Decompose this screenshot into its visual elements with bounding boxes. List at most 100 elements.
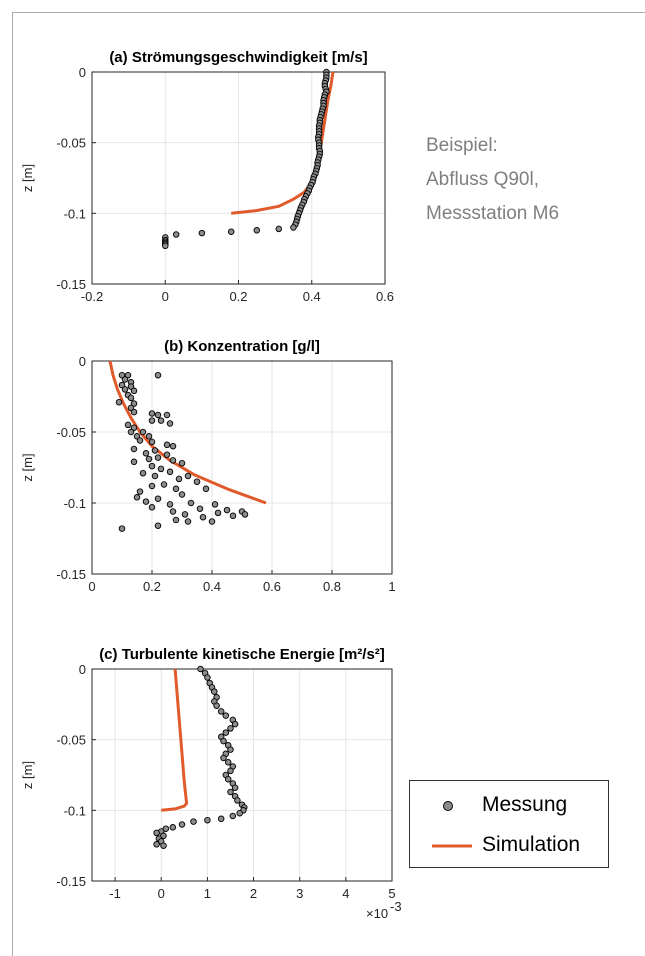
measurement-point	[169, 508, 177, 515]
annotation-line-2: Abfluss Q90l,	[426, 169, 539, 190]
annotation-line-3: Messstation M6	[426, 203, 560, 224]
measurement-point	[153, 829, 160, 837]
measurement-point	[136, 488, 144, 495]
chart-title: (b) Konzentration [g/l]	[164, 338, 320, 355]
x-axis-multiplier: ×10	[366, 906, 388, 921]
measurement-point	[202, 485, 210, 493]
x-tick-label: 0	[88, 579, 95, 594]
measurement-point	[148, 438, 156, 446]
y-tick-label: -0.15	[56, 277, 86, 292]
x-tick-label: 1	[204, 886, 211, 901]
chart-title: (a) Strömungsgeschwindigkeit [m/s]	[109, 49, 367, 66]
y-axis-label: z [m]	[20, 761, 35, 789]
measurement-point	[145, 433, 153, 440]
simulation-line	[161, 668, 189, 812]
x-tick-label: 4	[342, 886, 349, 901]
measurement-point	[198, 229, 206, 237]
measurement-point	[115, 398, 123, 406]
measurement-point	[127, 428, 135, 436]
measurement-point	[130, 387, 138, 395]
measurement-point	[151, 447, 159, 454]
y-tick-label: -0.15	[56, 874, 86, 889]
measurement-point	[184, 518, 192, 525]
measurement-point	[166, 501, 174, 508]
measurement-point	[224, 759, 232, 766]
measurement-point	[220, 737, 227, 745]
measurement-point	[151, 472, 159, 480]
measurement-point	[231, 784, 239, 791]
measurement-point	[139, 428, 147, 436]
x-axis-multiplier-exponent: -3	[390, 899, 402, 914]
x-tick-label: 1	[388, 579, 395, 594]
measurement-point	[169, 442, 177, 450]
measurement-point	[172, 485, 180, 493]
measurement-point	[157, 417, 165, 424]
measurement-point	[231, 720, 239, 728]
measurement-point	[172, 516, 180, 524]
measurement-point	[148, 482, 156, 490]
measurement-point	[213, 702, 220, 709]
measurement-point	[184, 472, 192, 480]
measurement-point	[290, 224, 297, 231]
measurement-point	[211, 501, 219, 508]
measurement-point	[163, 451, 171, 458]
measurement-point	[227, 767, 234, 775]
chart-title: (c) Turbulente kinetische Energie [m²/s²…	[99, 646, 385, 663]
y-tick-label: 0	[79, 354, 86, 369]
y-tick-label: -0.05	[56, 425, 86, 440]
y-tick-label: -0.15	[56, 567, 86, 582]
measurement-point	[148, 410, 156, 417]
marker-swatch-icon	[443, 801, 453, 811]
measurement-point	[175, 475, 183, 483]
measurement-point	[154, 495, 162, 502]
measurement-point	[118, 381, 126, 389]
measurement-point	[139, 469, 147, 477]
measurement-point	[172, 231, 180, 238]
measurement-point	[166, 420, 174, 427]
y-tick-label: -0.1	[64, 496, 86, 511]
measurement-point	[236, 809, 243, 817]
measurement-point	[224, 775, 232, 783]
measurement-point	[145, 455, 153, 463]
y-tick-label: -0.05	[56, 733, 86, 748]
measurement-point	[227, 746, 234, 753]
plot-area	[92, 361, 392, 574]
measurement-point	[142, 498, 150, 505]
measurement-point	[275, 225, 283, 233]
x-tick-label: 0	[158, 886, 165, 901]
measurement-point	[133, 494, 141, 501]
measurement-point	[136, 437, 144, 444]
measurement-point	[121, 386, 129, 393]
x-tick-label: 0.8	[323, 579, 341, 594]
measurement-point	[214, 509, 222, 517]
measurement-point	[148, 462, 156, 470]
y-tick-label: -0.1	[64, 803, 86, 818]
measurement-point	[154, 454, 162, 461]
x-tick-label: 0.6	[263, 579, 281, 594]
measurement-point	[163, 411, 171, 419]
measurement-point	[229, 812, 237, 820]
chart-panel-2: 0 0.2 0.4 0.6 0.8 1 0 -0.05 -0.1 -0.15 (b) Konzent…	[20, 338, 396, 594]
measurement-point	[234, 797, 241, 804]
measurement-point	[169, 824, 177, 831]
y-tick-label: -0.05	[56, 136, 86, 151]
measurement-point	[148, 417, 156, 424]
measurement-point	[227, 788, 234, 796]
measurement-point	[124, 371, 132, 379]
chart-legend: Messung Simulation	[409, 780, 609, 868]
measurement-point	[160, 842, 167, 849]
measurement-point	[154, 371, 162, 379]
measurement-point	[196, 505, 204, 512]
measurement-point	[166, 468, 174, 476]
x-tick-label: 2	[250, 886, 257, 901]
measurement-point	[227, 725, 234, 732]
y-tick-label: 0	[79, 65, 86, 80]
measurement-point	[130, 400, 138, 407]
measurement-point	[178, 821, 186, 828]
x-tick-label: -1	[109, 886, 121, 901]
x-tick-label: 0.4	[303, 289, 321, 304]
measurement-point	[178, 459, 186, 467]
measurement-point	[222, 712, 230, 719]
annotation-line-1: Beispiel:	[426, 135, 498, 156]
